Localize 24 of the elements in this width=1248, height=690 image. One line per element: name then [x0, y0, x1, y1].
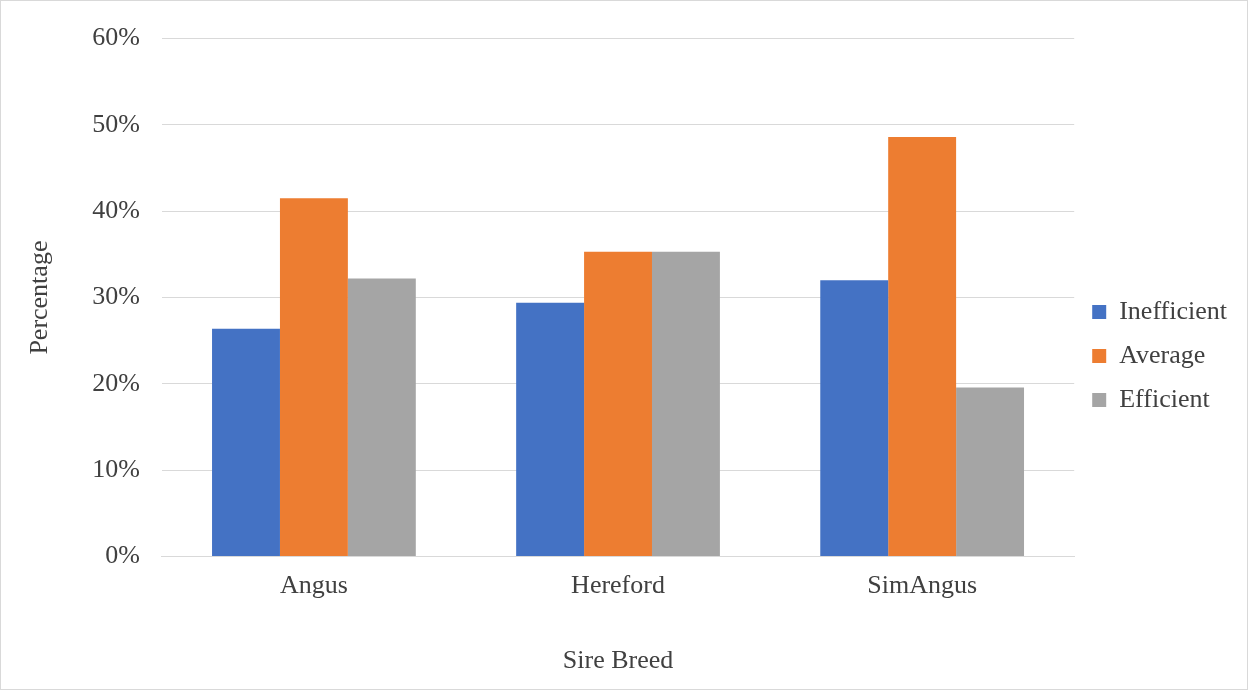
legend-label: Efficient: [1119, 383, 1211, 413]
bar: [279, 198, 348, 557]
y-tick-label: 50%: [92, 108, 140, 138]
y-tick-label: 20%: [92, 367, 140, 397]
y-axis-title: Percentage: [24, 240, 54, 355]
x-tick-label: Angus: [279, 570, 348, 600]
bar: [516, 302, 585, 557]
bar: [347, 278, 416, 557]
bar: [956, 387, 1025, 557]
bar: [584, 251, 652, 557]
legend-label: Inefficient: [1119, 295, 1228, 325]
y-tick-label: 30%: [92, 281, 140, 311]
y-tick-label: 10%: [92, 454, 140, 484]
y-tick-label: 60%: [92, 22, 140, 52]
legend-label: Average: [1119, 339, 1206, 369]
x-tick-label: Hereford: [571, 570, 665, 600]
bar: [820, 280, 889, 557]
y-tick-label: 0%: [105, 540, 140, 570]
bar: [651, 251, 720, 557]
y-tick-label: 40%: [92, 195, 140, 225]
x-tick-label: SimAngus: [867, 570, 978, 600]
x-axis-title: Sire Breed: [562, 645, 674, 675]
bar: [888, 137, 957, 557]
bar: [212, 328, 280, 557]
